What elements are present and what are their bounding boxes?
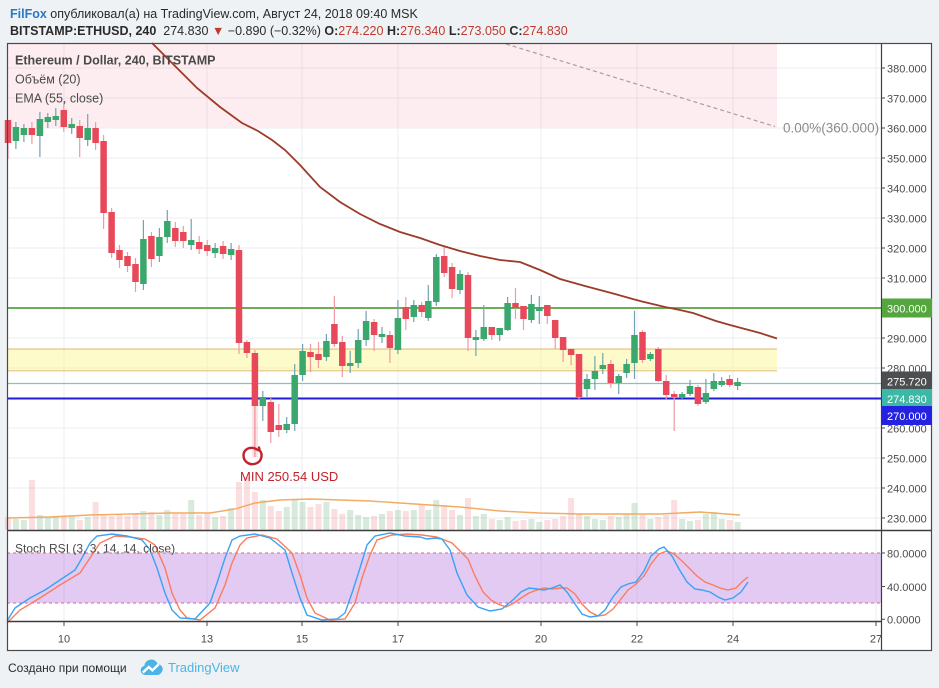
svg-text:10: 10: [58, 634, 70, 646]
svg-text:230.000: 230.000: [887, 514, 927, 526]
svg-text:260.000: 260.000: [887, 424, 927, 436]
svg-text:274.830: 274.830: [887, 394, 927, 406]
svg-text:27: 27: [870, 634, 882, 646]
svg-text:Stoch RSI (3, 3, 14, 14, close: Stoch RSI (3, 3, 14, 14, close): [15, 542, 175, 556]
svg-text:Объём (20): Объём (20): [15, 73, 81, 87]
svg-text:380.000: 380.000: [887, 64, 927, 76]
svg-text:22: 22: [631, 634, 643, 646]
svg-text:250.000: 250.000: [887, 454, 927, 466]
svg-text:320.000: 320.000: [887, 244, 927, 256]
svg-text:270.000: 270.000: [887, 411, 927, 423]
svg-text:80.0000: 80.0000: [887, 549, 927, 561]
svg-text:EMA (55, close): EMA (55, close): [15, 92, 103, 106]
svg-text:310.000: 310.000: [887, 274, 927, 286]
svg-text:13: 13: [201, 634, 213, 646]
svg-text:275.720: 275.720: [887, 377, 927, 389]
svg-text:17: 17: [392, 634, 404, 646]
svg-text:0.00%(360.000): 0.00%(360.000): [783, 121, 879, 136]
svg-text:240.000: 240.000: [887, 484, 927, 496]
svg-text:40.0000: 40.0000: [887, 582, 927, 594]
svg-text:Ethereum / Dollar, 240, BITSTA: Ethereum / Dollar, 240, BITSTAMP: [15, 54, 216, 68]
svg-text:290.000: 290.000: [887, 334, 927, 346]
svg-text:340.000: 340.000: [887, 184, 927, 196]
svg-text:360.000: 360.000: [887, 124, 927, 136]
svg-text:MIN 250.54 USD: MIN 250.54 USD: [240, 469, 338, 484]
svg-text:330.000: 330.000: [887, 214, 927, 226]
svg-text:20: 20: [535, 634, 547, 646]
svg-text:24: 24: [727, 634, 739, 646]
svg-text:370.000: 370.000: [887, 94, 927, 106]
svg-text:300.000: 300.000: [887, 304, 927, 316]
svg-text:15: 15: [296, 634, 308, 646]
svg-text:350.000: 350.000: [887, 154, 927, 166]
svg-text:0.0000: 0.0000: [887, 615, 921, 627]
